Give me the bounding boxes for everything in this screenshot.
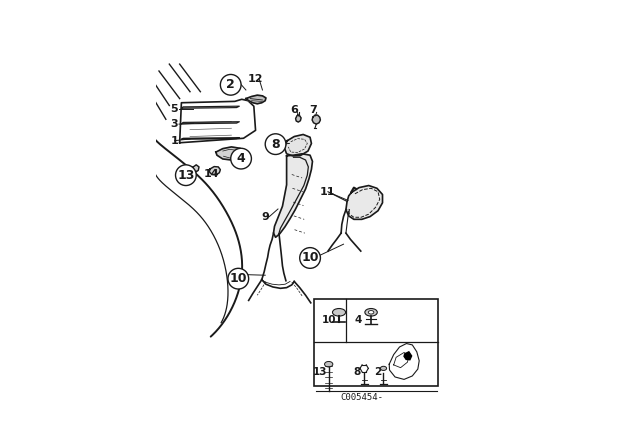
- Circle shape: [228, 268, 249, 289]
- Text: 9: 9: [261, 211, 269, 222]
- Text: 10: 10: [322, 315, 336, 325]
- Text: 11: 11: [319, 187, 335, 197]
- Circle shape: [231, 148, 252, 169]
- Text: 4: 4: [237, 152, 246, 165]
- Circle shape: [300, 248, 321, 268]
- Text: 10: 10: [230, 272, 247, 285]
- Text: 3: 3: [171, 119, 179, 129]
- Polygon shape: [312, 115, 321, 124]
- Text: 7: 7: [309, 105, 317, 115]
- Circle shape: [220, 74, 241, 95]
- Polygon shape: [181, 106, 239, 108]
- Polygon shape: [246, 95, 266, 104]
- Polygon shape: [404, 352, 412, 360]
- Ellipse shape: [380, 366, 387, 370]
- Ellipse shape: [368, 310, 374, 314]
- Polygon shape: [273, 154, 312, 237]
- Ellipse shape: [324, 362, 333, 367]
- Text: C005454-: C005454-: [340, 393, 383, 402]
- Text: 8: 8: [271, 138, 280, 151]
- Text: 14: 14: [204, 169, 220, 180]
- Polygon shape: [296, 115, 301, 122]
- Polygon shape: [209, 167, 220, 175]
- Text: 6: 6: [291, 105, 298, 115]
- Polygon shape: [346, 185, 383, 220]
- Text: 8: 8: [353, 367, 360, 377]
- Text: 1: 1: [171, 136, 179, 146]
- Polygon shape: [181, 138, 239, 139]
- Text: 5: 5: [171, 103, 179, 114]
- Text: 10: 10: [301, 251, 319, 264]
- Text: 2: 2: [374, 367, 382, 377]
- Polygon shape: [216, 147, 245, 160]
- Polygon shape: [192, 165, 199, 172]
- Text: 13: 13: [312, 367, 327, 377]
- Polygon shape: [181, 122, 239, 124]
- Ellipse shape: [365, 309, 378, 316]
- Text: 12: 12: [248, 73, 263, 84]
- Text: 4: 4: [355, 315, 362, 325]
- Circle shape: [265, 134, 286, 155]
- Bar: [314, 299, 438, 386]
- Polygon shape: [285, 134, 312, 156]
- Text: 13: 13: [177, 169, 195, 182]
- Ellipse shape: [333, 309, 346, 316]
- Circle shape: [175, 165, 196, 185]
- Text: 2: 2: [227, 78, 235, 91]
